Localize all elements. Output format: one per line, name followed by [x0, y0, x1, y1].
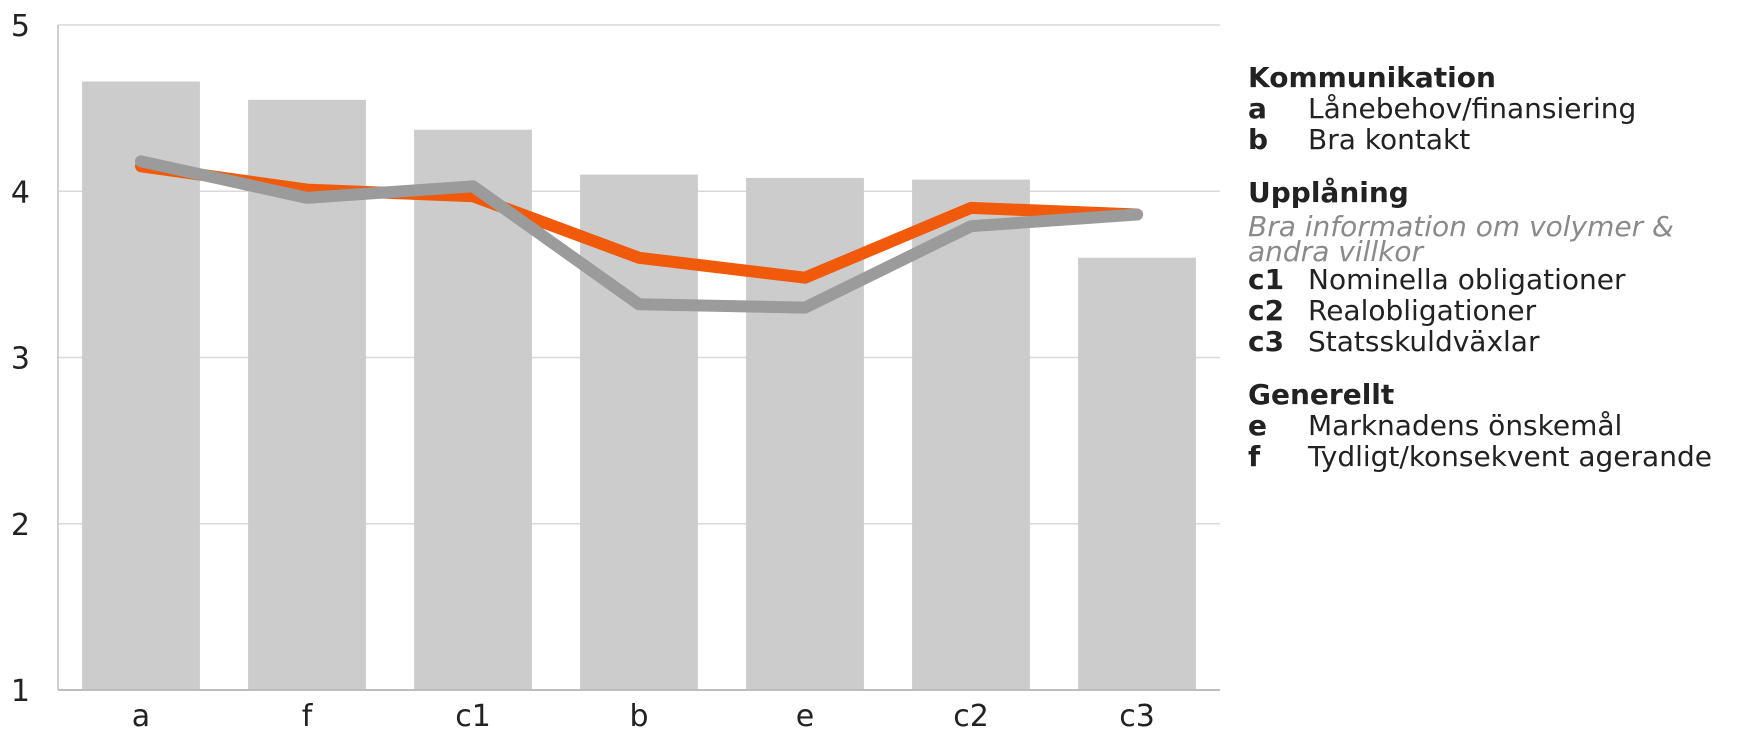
legend-key: a: [1248, 92, 1267, 125]
legend-label: Realobligationer: [1308, 294, 1537, 327]
legend-group-title: Kommunikation: [1248, 61, 1496, 94]
y-tick-labels: 1 2 3 4 5: [11, 9, 30, 709]
legend-key: e: [1248, 409, 1267, 442]
x-tick-label-f: f: [302, 699, 314, 729]
bar-c2: [912, 179, 1030, 691]
legend-entry: e Marknadens önskemål: [1248, 410, 1738, 441]
x-tick-label-a: a: [132, 699, 150, 729]
y-tick-label: 2: [11, 508, 30, 543]
x-tick-label-c2: c2: [953, 699, 989, 729]
x-tick-label-c1: c1: [455, 699, 491, 729]
line-series-2: [135, 155, 1143, 314]
axes: [57, 25, 1220, 691]
legend-group-title: Generellt: [1248, 378, 1395, 411]
legend-key: c3: [1248, 325, 1285, 358]
legend-label: Lånebehov/finansiering: [1308, 92, 1637, 125]
legend-key: c1: [1248, 263, 1285, 296]
legend: Kommunikation a Lånebehov/finansiering b…: [1248, 62, 1738, 494]
legend-group-generellt: Generellt e Marknadens önskemål f Tydlig…: [1248, 379, 1738, 472]
legend-key: b: [1248, 123, 1269, 156]
x-tick-label-e: e: [796, 699, 814, 729]
legend-entry: a Lånebehov/finansiering: [1248, 93, 1738, 124]
legend-label: Marknadens önskemål: [1308, 409, 1623, 442]
legend-entry: b Bra kontakt: [1248, 124, 1738, 155]
legend-key: c2: [1248, 294, 1285, 327]
chart: 1 2 3 4 5 a f c1 b e c2 c3: [11, 9, 1220, 729]
legend-entry: c1 Nominella obligationer: [1248, 264, 1738, 295]
legend-entry: c2 Realobligationer: [1248, 295, 1738, 326]
bars: [82, 81, 1196, 691]
x-tick-labels: a f c1 b e c2 c3: [132, 699, 1155, 729]
x-tick-label-c3: c3: [1119, 699, 1155, 729]
legend-group-subtitle: Bra information om volymer & andra villk…: [1248, 210, 1674, 268]
legend-key: f: [1248, 440, 1261, 473]
legend-label: Tydligt/konsekvent agerande: [1308, 440, 1712, 473]
legend-entry: f Tydligt/konsekvent agerande: [1248, 441, 1738, 472]
legend-group-title: Upplåning: [1248, 176, 1409, 209]
legend-label: Nominella obligationer: [1308, 263, 1626, 296]
y-tick-label: 1: [11, 674, 30, 709]
legend-label: Bra kontakt: [1308, 123, 1471, 156]
legend-group-upplaning: Upplåning Bra information om volymer & a…: [1248, 177, 1738, 357]
line-series: [135, 155, 1143, 314]
legend-label: Statsskuldväxlar: [1308, 325, 1540, 358]
y-tick-label: 4: [11, 175, 30, 210]
y-tick-label: 5: [11, 9, 30, 44]
bar-c1: [414, 129, 532, 691]
bar-a: [82, 81, 200, 690]
x-tick-label-b: b: [629, 699, 648, 729]
legend-entry: c3 Statsskuldväxlar: [1248, 326, 1738, 357]
line-series-1: [135, 160, 1143, 284]
bar-c3: [1078, 257, 1196, 690]
legend-group-kommunikation: Kommunikation a Lånebehov/finansiering b…: [1248, 62, 1738, 155]
y-tick-label: 3: [11, 342, 30, 377]
